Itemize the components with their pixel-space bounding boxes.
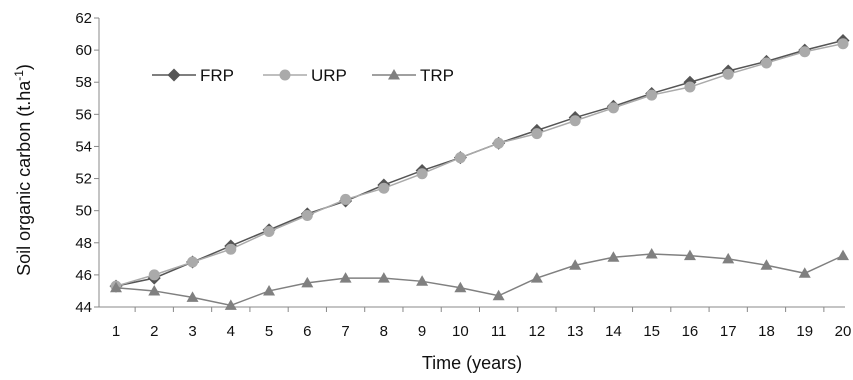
y-axis-title-main: Soil organic carbon (t.ha bbox=[14, 80, 34, 276]
data-point-urp bbox=[263, 226, 275, 238]
data-point-urp bbox=[225, 243, 237, 255]
series-trp bbox=[110, 248, 849, 310]
x-tick-label: 1 bbox=[112, 323, 120, 340]
legend-item-urp: URP bbox=[263, 66, 347, 85]
data-point-urp bbox=[531, 128, 543, 140]
data-point-urp bbox=[837, 38, 849, 50]
y-tick-label: 54 bbox=[75, 138, 92, 155]
series-urp bbox=[110, 38, 849, 292]
x-axis-title: Time (years) bbox=[422, 353, 522, 373]
data-point-trp bbox=[645, 248, 658, 259]
x-tick-label: 6 bbox=[303, 323, 311, 340]
data-point-trp bbox=[110, 281, 122, 293]
data-point-trp bbox=[377, 272, 390, 283]
y-tick-label: 46 bbox=[75, 267, 92, 284]
x-tick-label: 13 bbox=[567, 323, 584, 340]
x-tick-label: 5 bbox=[265, 323, 273, 340]
data-point-urp bbox=[148, 269, 160, 281]
data-point-urp bbox=[340, 193, 352, 205]
x-tick-label: 9 bbox=[418, 323, 426, 340]
data-point-trp bbox=[224, 299, 237, 310]
x-tick-label: 19 bbox=[796, 323, 813, 340]
data-point-urp bbox=[799, 46, 811, 58]
legend-item-trp: TRP bbox=[372, 66, 454, 85]
data-point-urp bbox=[722, 68, 734, 80]
y-tick-label: 48 bbox=[75, 235, 92, 252]
series-line-urp bbox=[115, 42, 844, 287]
x-tick-label: 15 bbox=[643, 323, 660, 340]
legend-label-frp: FRP bbox=[200, 66, 234, 85]
data-point-urp bbox=[607, 102, 619, 114]
x-tick-label: 20 bbox=[835, 323, 852, 340]
x-tick-label: 12 bbox=[529, 323, 546, 340]
x-tick-label: 17 bbox=[720, 323, 737, 340]
legend-marker-trp bbox=[388, 69, 400, 80]
data-point-trp bbox=[263, 284, 276, 296]
data-point-trp bbox=[607, 251, 620, 262]
data-point-trp bbox=[837, 249, 849, 261]
data-point-trp bbox=[760, 259, 773, 270]
data-point-urp bbox=[646, 89, 658, 101]
legend-marker-urp bbox=[279, 69, 291, 81]
data-point-urp bbox=[187, 256, 199, 268]
data-point-trp bbox=[492, 289, 505, 301]
data-point-urp bbox=[378, 182, 390, 194]
data-point-trp bbox=[454, 281, 467, 293]
x-tick-label: 16 bbox=[682, 323, 699, 340]
data-point-trp bbox=[569, 259, 582, 270]
y-tick-label: 52 bbox=[75, 171, 92, 188]
data-point-trp bbox=[301, 276, 314, 288]
data-point-trp bbox=[339, 272, 352, 283]
y-tick-label: 62 bbox=[75, 10, 92, 27]
data-point-urp bbox=[684, 81, 696, 93]
y-axis-title: Soil organic carbon (t.ha-1) bbox=[12, 64, 34, 276]
legend-item-frp: FRP bbox=[152, 66, 234, 85]
data-point-trp bbox=[530, 272, 543, 283]
x-tick-label: 2 bbox=[150, 323, 158, 340]
x-tick-label: 11 bbox=[491, 323, 507, 340]
data-point-trp bbox=[798, 267, 811, 278]
x-tick-label: 10 bbox=[452, 323, 469, 340]
data-point-urp bbox=[301, 209, 313, 221]
legend-label-urp: URP bbox=[311, 66, 347, 85]
data-point-trp bbox=[722, 252, 735, 264]
x-tick-label: 14 bbox=[605, 323, 622, 340]
x-tick-group: 1 2 3 4 5 6 7 8 9 10 11 12 13 14 15 16 17 18 19 20 bbox=[112, 307, 852, 340]
y-tick-label: 60 bbox=[75, 42, 92, 59]
y-axis-title-close: ) bbox=[14, 64, 34, 70]
legend: FRP URP TRP bbox=[152, 66, 454, 85]
data-point-urp bbox=[569, 115, 581, 127]
y-tick-group: 44 46 48 50 52 54 56 58 60 62 bbox=[75, 10, 99, 316]
data-point-trp bbox=[416, 275, 429, 286]
y-axis-title-superscript: -1 bbox=[12, 70, 26, 81]
y-tick-label: 56 bbox=[75, 106, 92, 123]
x-tick-label: 8 bbox=[380, 323, 388, 340]
data-point-urp bbox=[760, 57, 772, 69]
y-tick-label: 50 bbox=[75, 203, 92, 220]
x-tick-label: 7 bbox=[341, 323, 349, 340]
data-point-urp bbox=[493, 137, 505, 149]
x-tick-label: 18 bbox=[758, 323, 775, 340]
data-point-urp bbox=[454, 152, 466, 164]
legend-marker-frp bbox=[167, 68, 181, 82]
data-point-trp bbox=[683, 249, 696, 261]
data-point-trp bbox=[148, 284, 161, 296]
x-tick-label: 4 bbox=[227, 323, 235, 340]
legend-label-trp: TRP bbox=[420, 66, 454, 85]
series-layer bbox=[109, 33, 850, 310]
axes bbox=[98, 18, 845, 308]
y-tick-label: 58 bbox=[75, 74, 92, 91]
y-tick-label: 44 bbox=[75, 299, 92, 316]
series-line-trp bbox=[115, 253, 844, 307]
data-point-urp bbox=[416, 168, 428, 180]
x-tick-label: 3 bbox=[188, 323, 196, 340]
data-point-trp bbox=[186, 291, 199, 302]
